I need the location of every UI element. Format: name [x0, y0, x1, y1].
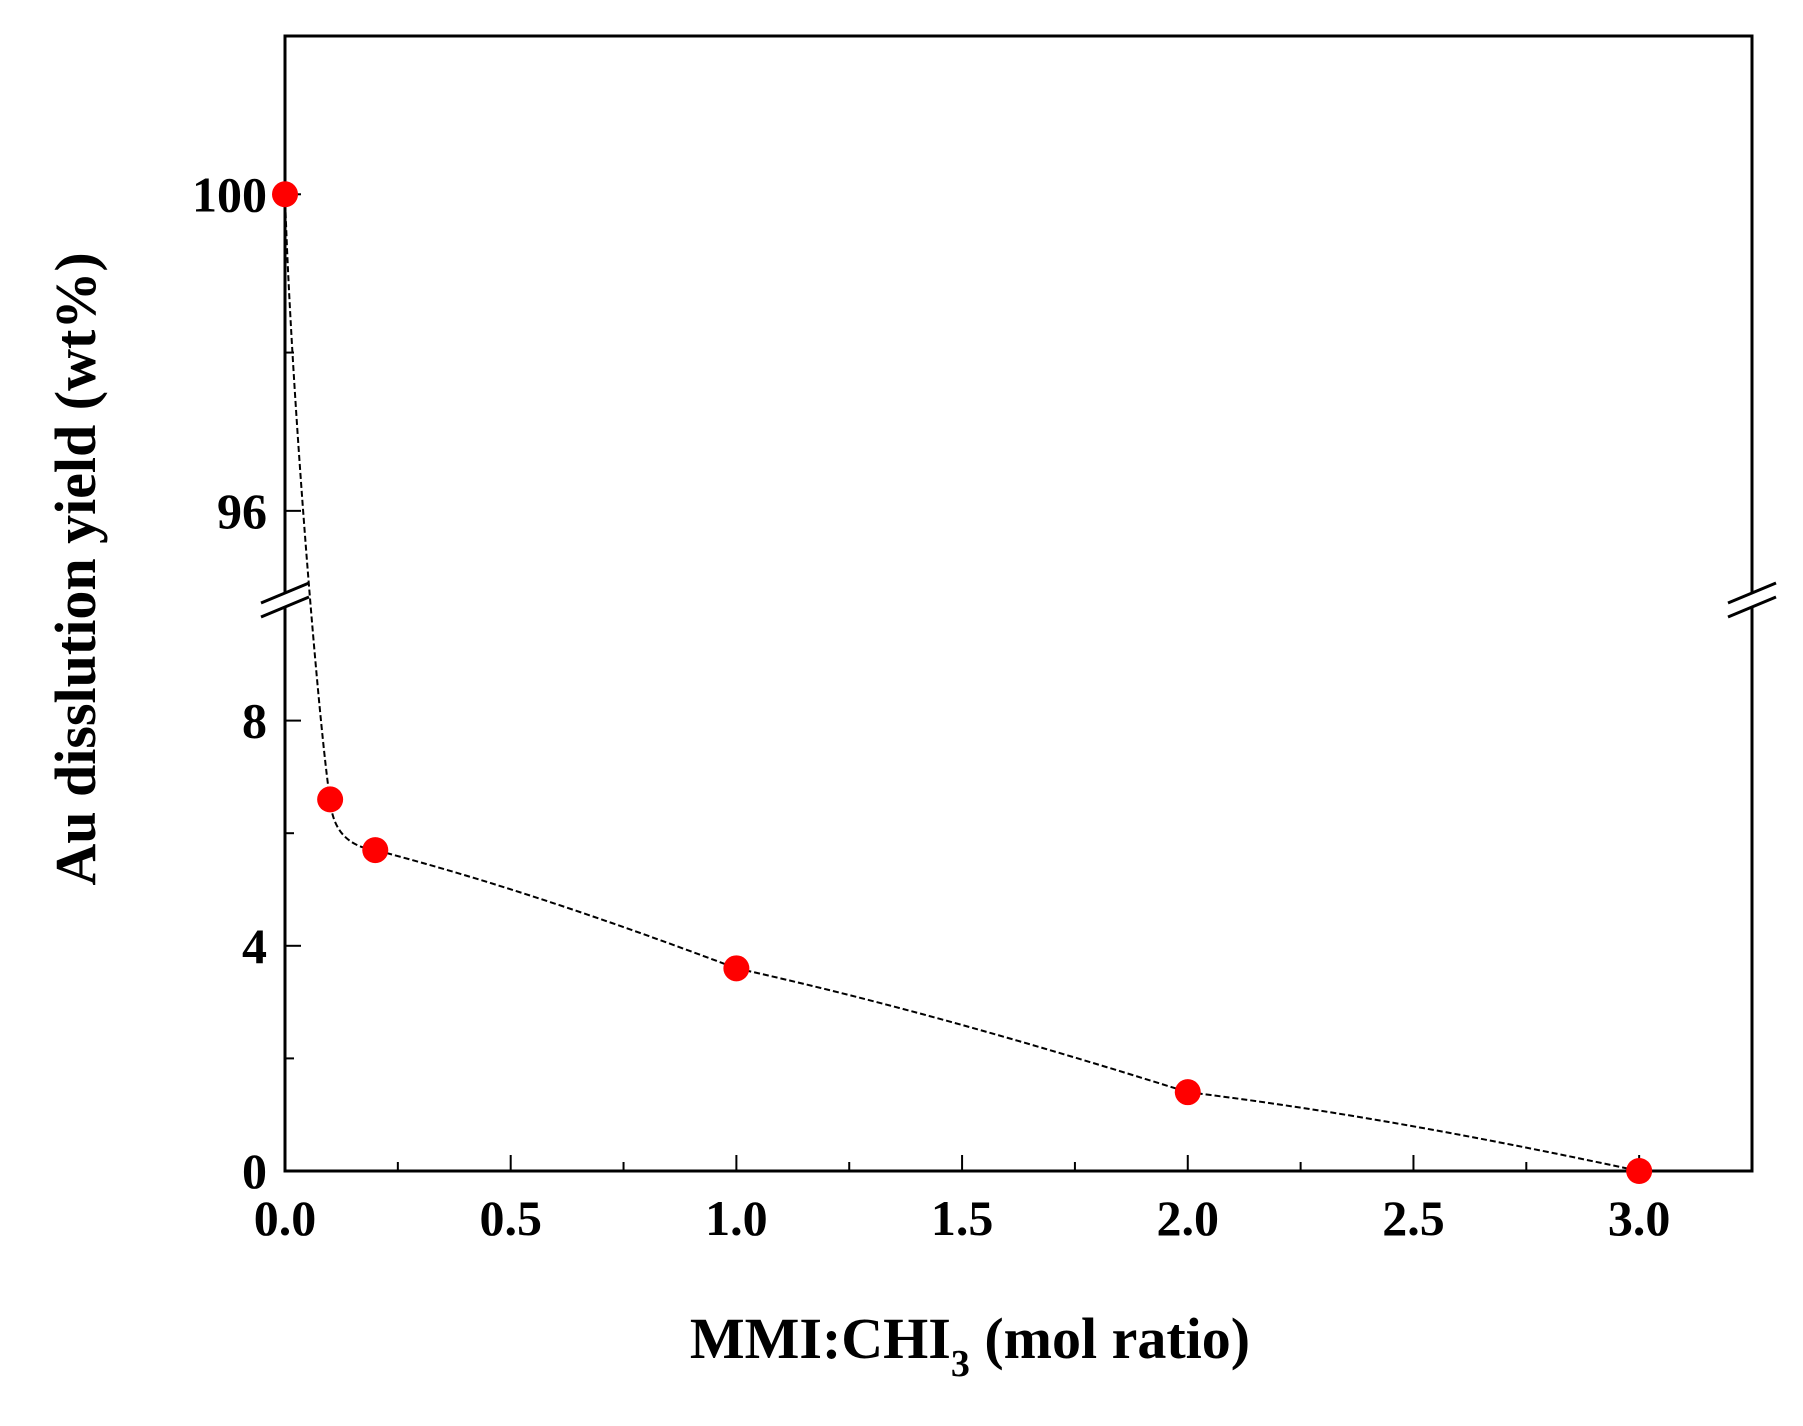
x-tick-label: 1.0: [705, 1190, 768, 1246]
y-tick-label: 8: [242, 693, 267, 749]
data-point: [1626, 1158, 1653, 1184]
x-tick-label: 3.0: [1608, 1190, 1671, 1246]
data-point: [317, 786, 344, 813]
x-axis-title-main: MMI:CHI: [690, 1306, 951, 1371]
data-point: [272, 181, 298, 208]
x-tick-label: 0.5: [479, 1190, 542, 1246]
x-tick-label: 2.0: [1157, 1190, 1220, 1246]
y-axis-title: Au disslution yield (wt%): [43, 252, 108, 885]
x-tick-label: 0.0: [254, 1190, 317, 1246]
x-axis-title-tail: (mol ratio): [970, 1306, 1250, 1371]
x-tick-label: 2.5: [1382, 1190, 1445, 1246]
axis-break-slash-right: [1727, 581, 1777, 605]
y-tick-label: 100: [192, 166, 267, 222]
y-tick-label: 0: [242, 1143, 267, 1199]
data-point: [1174, 1079, 1201, 1106]
x-axis-title-subscript: 3: [951, 1343, 970, 1385]
axis-break-slash-left: [260, 595, 310, 619]
data-point: [723, 955, 750, 982]
fit-curve: [284, 194, 1640, 1172]
axis-break-slash-right: [1727, 595, 1777, 619]
x-tick-label: 1.5: [931, 1190, 994, 1246]
y-tick-label: 4: [242, 918, 267, 974]
data-points: [272, 181, 1653, 1184]
y-tick-label: 96: [217, 483, 267, 539]
axis-ticks: [284, 193, 1753, 1172]
plot-frame: [283, 34, 1754, 1173]
tick-labels: 0.0 0.5 1.0 1.5 2.0 2.5 3.0 0 4 8 96 100: [192, 166, 1670, 1246]
data-point: [362, 837, 389, 864]
axis-break-slash-left: [260, 581, 310, 605]
x-axis-title: MMI:CHI3 (mol ratio): [690, 1306, 1250, 1385]
axis-break-marks: [260, 581, 1777, 619]
